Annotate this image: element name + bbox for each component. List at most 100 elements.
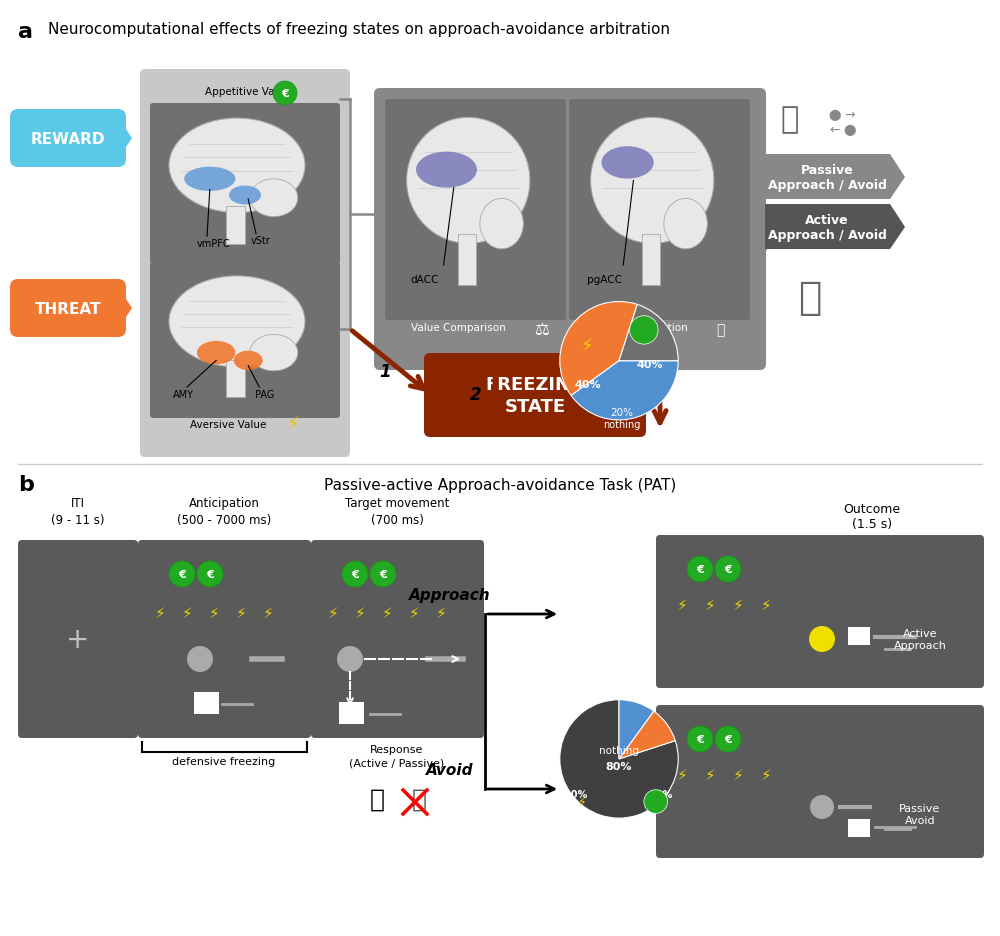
Text: Passive
Approach / Avoid: Passive Approach / Avoid	[768, 163, 886, 192]
Text: 🏃: 🏃	[717, 323, 725, 337]
Ellipse shape	[169, 277, 305, 368]
Text: Value Comparison: Value Comparison	[411, 323, 505, 332]
Text: defensive freezing: defensive freezing	[172, 756, 276, 767]
Ellipse shape	[250, 180, 298, 217]
FancyBboxPatch shape	[569, 100, 750, 321]
Text: ⚡: ⚡	[155, 605, 165, 620]
Text: ⚡: ⚡	[761, 597, 771, 612]
Ellipse shape	[229, 186, 261, 205]
Wedge shape	[571, 361, 678, 420]
Text: nothing: nothing	[599, 745, 639, 755]
Ellipse shape	[591, 118, 714, 244]
Text: ←: ←	[830, 124, 840, 137]
Circle shape	[715, 726, 741, 753]
Text: €: €	[724, 564, 732, 575]
Polygon shape	[118, 287, 132, 329]
Text: nothing: nothing	[603, 419, 641, 430]
Text: ⚡: ⚡	[236, 605, 246, 620]
Text: ⚡: ⚡	[677, 767, 687, 782]
Text: b: b	[18, 475, 34, 494]
Text: AMY: AMY	[173, 389, 194, 400]
Circle shape	[342, 562, 368, 588]
Text: →: →	[845, 109, 855, 122]
FancyBboxPatch shape	[656, 535, 984, 688]
Text: ⚡: ⚡	[578, 796, 587, 808]
Wedge shape	[619, 700, 654, 759]
Text: €: €	[281, 89, 289, 99]
Text: €: €	[724, 734, 732, 744]
Text: Outcome
(1.5 s): Outcome (1.5 s)	[843, 503, 901, 531]
Text: dACC: dACC	[411, 274, 439, 285]
Bar	[642, 235, 660, 285]
FancyBboxPatch shape	[10, 110, 126, 168]
FancyBboxPatch shape	[140, 70, 350, 274]
Text: ⚡: ⚡	[355, 605, 365, 620]
Text: THREAT: THREAT	[35, 302, 101, 317]
FancyBboxPatch shape	[10, 280, 126, 338]
Circle shape	[337, 647, 363, 672]
Text: €: €	[206, 569, 214, 579]
Ellipse shape	[197, 342, 235, 365]
Text: €: €	[696, 564, 704, 575]
Text: 👆: 👆	[412, 787, 426, 812]
Text: ⚡: ⚡	[733, 597, 743, 612]
Text: Avoid: Avoid	[426, 762, 474, 777]
FancyBboxPatch shape	[311, 540, 484, 739]
Text: 👆: 👆	[370, 787, 384, 812]
Ellipse shape	[169, 119, 305, 213]
Text: €: €	[652, 797, 660, 807]
Text: vmPFC: vmPFC	[197, 239, 231, 249]
Text: ⚡: ⚡	[436, 605, 446, 620]
FancyBboxPatch shape	[138, 540, 311, 739]
Text: ITI
(9 - 11 s): ITI (9 - 11 s)	[51, 496, 105, 526]
FancyBboxPatch shape	[150, 263, 340, 418]
Ellipse shape	[234, 351, 263, 371]
Text: Aversive Value: Aversive Value	[190, 419, 266, 430]
Text: pgACC: pgACC	[587, 274, 622, 285]
Wedge shape	[619, 711, 675, 759]
Text: 40%: 40%	[636, 359, 663, 370]
Wedge shape	[560, 700, 678, 818]
Text: ⚡: ⚡	[209, 605, 219, 620]
Text: ⚡: ⚡	[287, 416, 299, 433]
Wedge shape	[560, 302, 637, 396]
Text: FREEZING
STATE: FREEZING STATE	[485, 375, 585, 416]
Text: ⚡: ⚡	[382, 605, 392, 620]
Text: €: €	[351, 569, 359, 579]
Circle shape	[644, 790, 668, 813]
Text: 20%: 20%	[610, 407, 633, 417]
Wedge shape	[619, 305, 678, 361]
Text: 40%: 40%	[575, 380, 602, 390]
FancyBboxPatch shape	[374, 89, 766, 371]
Text: €: €	[178, 569, 186, 579]
Text: 🚶: 🚶	[781, 106, 799, 135]
Text: +: +	[66, 625, 90, 653]
Bar	[458, 235, 476, 285]
Text: ⚡: ⚡	[761, 767, 771, 782]
Circle shape	[687, 726, 713, 753]
Text: Active
Approach: Active Approach	[894, 628, 946, 651]
Text: Approach: Approach	[409, 588, 491, 603]
Text: ⚡: ⚡	[328, 605, 338, 620]
Polygon shape	[765, 205, 905, 250]
FancyBboxPatch shape	[424, 354, 646, 437]
Text: Active
Approach / Avoid: Active Approach / Avoid	[768, 213, 886, 242]
Text: Neurocomputational effects of freezing states on approach-avoidance arbitration: Neurocomputational effects of freezing s…	[48, 22, 670, 37]
Text: ⚡: ⚡	[677, 597, 687, 612]
Bar	[848, 819, 870, 837]
Text: ⚡: ⚡	[409, 605, 419, 620]
Circle shape	[187, 647, 213, 672]
Text: 2: 2	[470, 386, 482, 403]
Text: ⚖: ⚖	[535, 321, 549, 339]
Circle shape	[273, 82, 297, 106]
Circle shape	[169, 562, 195, 588]
Ellipse shape	[184, 168, 235, 192]
Text: Passive-active Approach-avoidance Task (PAT): Passive-active Approach-avoidance Task (…	[324, 477, 676, 492]
Circle shape	[715, 556, 741, 582]
Text: ⬤: ⬤	[844, 124, 856, 136]
Text: 10%: 10%	[650, 790, 673, 799]
Bar	[226, 207, 245, 244]
Ellipse shape	[664, 199, 707, 250]
Text: 🏃: 🏃	[798, 279, 822, 316]
Text: Passive
Avoid: Passive Avoid	[899, 803, 941, 826]
